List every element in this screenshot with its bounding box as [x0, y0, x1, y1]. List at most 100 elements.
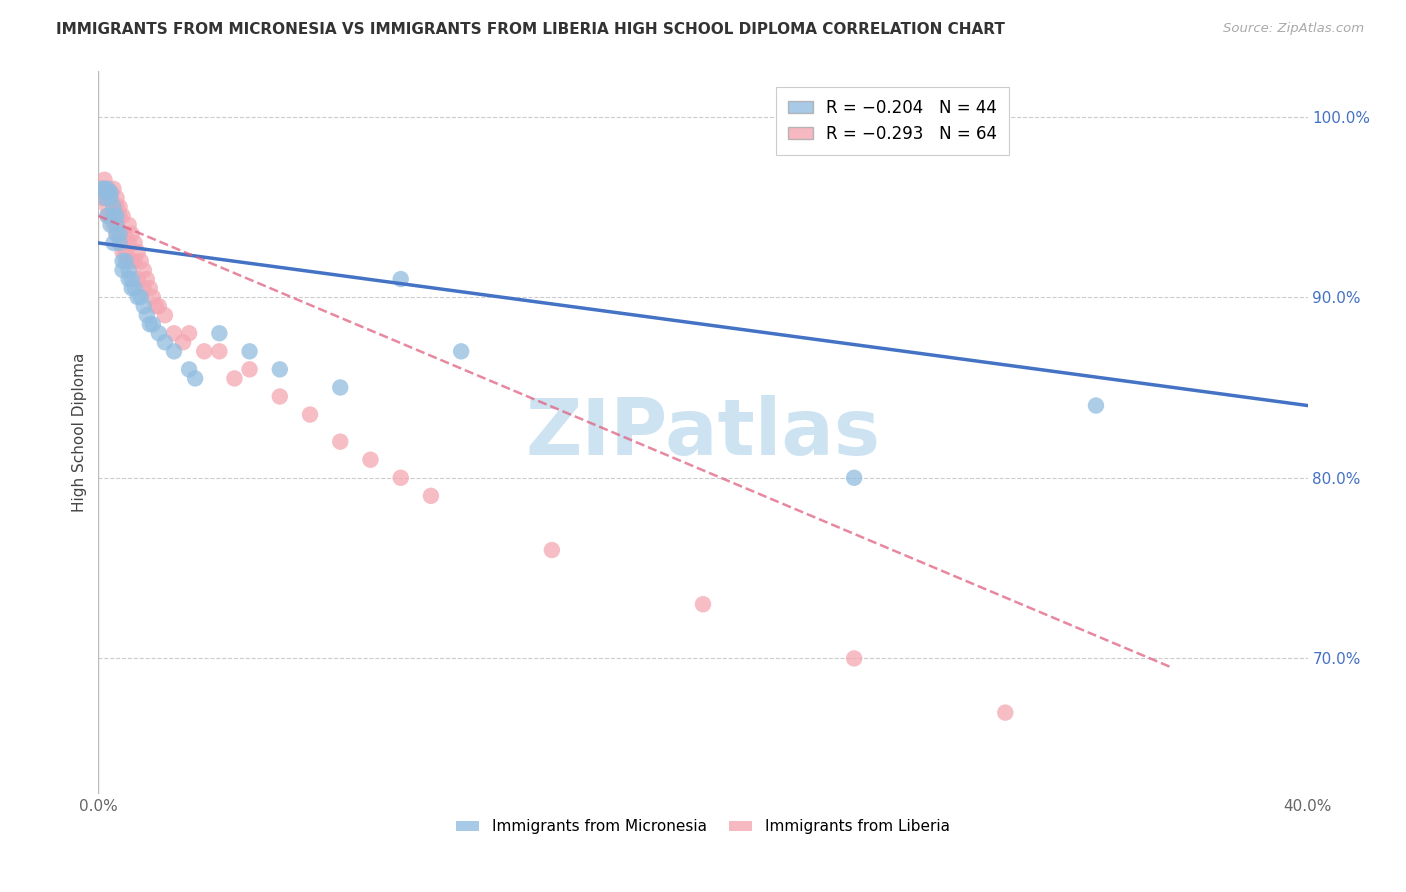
Point: [111, 263, 134, 277]
Point: [118, 218, 141, 232]
Point: [108, 235, 131, 250]
Point: [103, 209, 125, 223]
Point: [127, 290, 149, 304]
Point: [163, 344, 186, 359]
Point: [93, 182, 115, 196]
Point: [90, 182, 112, 196]
Point: [111, 244, 134, 259]
Point: [844, 471, 866, 485]
Point: [329, 380, 352, 394]
Point: [179, 326, 201, 341]
Point: [269, 362, 291, 376]
Point: [142, 318, 165, 332]
Point: [148, 326, 170, 341]
Point: [389, 272, 412, 286]
Point: [420, 489, 443, 503]
Point: [96, 186, 118, 200]
Point: [93, 173, 115, 187]
Point: [118, 272, 141, 286]
Point: [129, 290, 152, 304]
Point: [93, 191, 115, 205]
Point: [239, 362, 262, 376]
Point: [114, 254, 136, 268]
Point: [450, 344, 472, 359]
Point: [103, 200, 125, 214]
Point: [105, 218, 128, 232]
Point: [132, 263, 155, 277]
Point: [105, 218, 128, 232]
Point: [163, 326, 186, 341]
Point: [105, 227, 128, 241]
Point: [111, 227, 134, 241]
Point: [224, 371, 246, 385]
Point: [124, 254, 146, 268]
Point: [111, 209, 134, 223]
Point: [93, 191, 115, 205]
Point: [118, 263, 141, 277]
Point: [389, 471, 412, 485]
Point: [994, 706, 1017, 720]
Point: [105, 227, 128, 241]
Point: [96, 209, 118, 223]
Point: [105, 209, 128, 223]
Point: [193, 344, 215, 359]
Point: [90, 191, 112, 205]
Point: [127, 272, 149, 286]
Point: [96, 200, 118, 214]
Point: [100, 209, 122, 223]
Point: [124, 281, 146, 295]
Point: [360, 452, 382, 467]
Point: [139, 318, 162, 332]
Point: [208, 326, 231, 341]
Point: [114, 244, 136, 259]
Point: [100, 191, 122, 205]
Point: [153, 308, 176, 322]
Point: [142, 290, 165, 304]
Point: [1085, 399, 1108, 413]
Point: [96, 209, 118, 223]
Point: [105, 200, 128, 214]
Point: [132, 281, 155, 295]
Point: [103, 209, 125, 223]
Point: [100, 218, 122, 232]
Point: [93, 182, 115, 196]
Point: [100, 186, 122, 200]
Point: [100, 191, 122, 205]
Point: [118, 254, 141, 268]
Point: [114, 227, 136, 241]
Point: [179, 362, 201, 376]
Point: [103, 218, 125, 232]
Point: [129, 254, 152, 268]
Point: [135, 272, 157, 286]
Point: [121, 281, 143, 295]
Point: [108, 227, 131, 241]
Point: [329, 434, 352, 449]
Point: [103, 235, 125, 250]
Point: [96, 182, 118, 196]
Point: [145, 299, 167, 313]
Point: [269, 390, 291, 404]
Point: [844, 651, 866, 665]
Point: [103, 182, 125, 196]
Point: [105, 191, 128, 205]
Text: Source: ZipAtlas.com: Source: ZipAtlas.com: [1223, 22, 1364, 36]
Point: [111, 254, 134, 268]
Point: [127, 244, 149, 259]
Point: [108, 209, 131, 223]
Point: [96, 182, 118, 196]
Point: [692, 597, 714, 611]
Point: [108, 235, 131, 250]
Y-axis label: High School Diploma: High School Diploma: [72, 353, 87, 512]
Point: [108, 227, 131, 241]
Point: [124, 235, 146, 250]
Text: ZIPatlas: ZIPatlas: [526, 394, 880, 471]
Legend: Immigrants from Micronesia, Immigrants from Liberia: Immigrants from Micronesia, Immigrants f…: [450, 814, 956, 840]
Point: [103, 200, 125, 214]
Point: [299, 408, 322, 422]
Point: [118, 235, 141, 250]
Point: [121, 272, 143, 286]
Point: [184, 371, 207, 385]
Point: [153, 335, 176, 350]
Point: [172, 335, 194, 350]
Point: [121, 254, 143, 268]
